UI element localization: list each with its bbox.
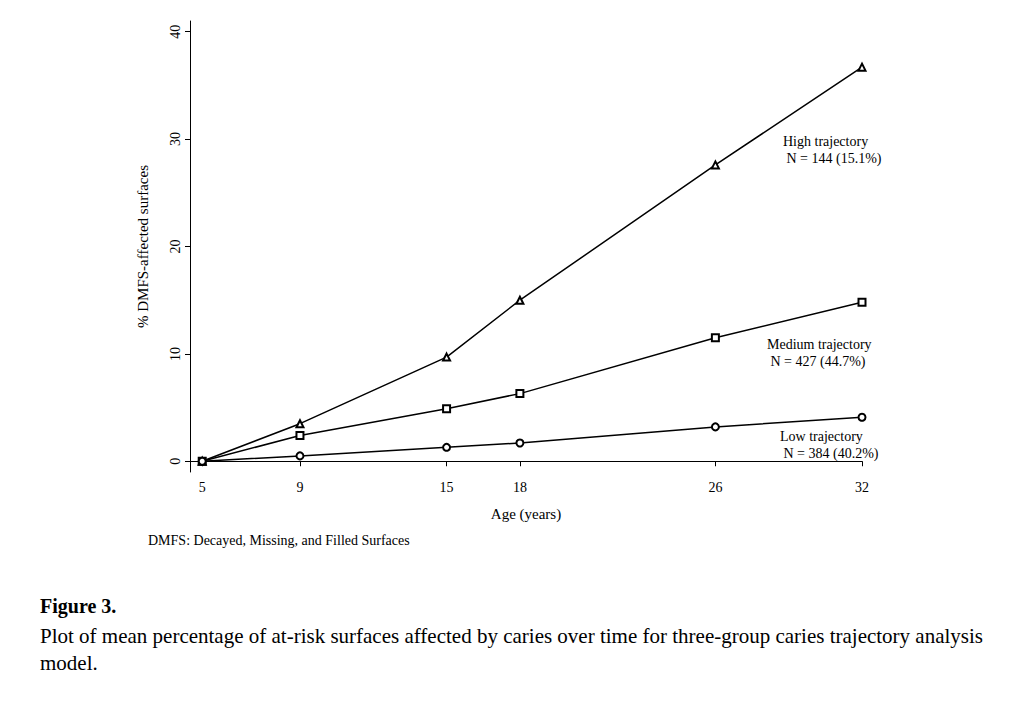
svg-text:10: 10: [168, 347, 183, 361]
svg-text:26: 26: [708, 480, 722, 495]
svg-text:model.: model.: [40, 651, 98, 675]
svg-text:Medium trajectory: Medium trajectory: [767, 337, 872, 352]
svg-text:0: 0: [168, 458, 183, 465]
svg-text:% DMFS-affected surfaces: % DMFS-affected surfaces: [135, 165, 151, 328]
svg-text:Figure 3.: Figure 3.: [40, 595, 116, 618]
svg-text:High trajectory: High trajectory: [783, 134, 868, 149]
svg-text:N = 144 (15.1%): N = 144 (15.1%): [783, 151, 882, 167]
svg-text:DMFS: Decayed, Missing, and Fi: DMFS: Decayed, Missing, and Filled Surfa…: [148, 533, 410, 548]
svg-text:32: 32: [855, 480, 869, 495]
svg-text:9: 9: [296, 480, 303, 495]
svg-text:N = 384 (40.2%): N = 384 (40.2%): [780, 446, 879, 462]
svg-text:Low trajectory: Low trajectory: [780, 429, 863, 444]
svg-text:5: 5: [199, 480, 206, 495]
svg-text:18: 18: [513, 480, 527, 495]
svg-text:40: 40: [168, 25, 183, 39]
svg-text:Plot of mean percentage of at-: Plot of mean percentage of at-risk surfa…: [40, 624, 988, 648]
svg-text:15: 15: [440, 480, 454, 495]
svg-text:30: 30: [168, 132, 183, 146]
svg-text:20: 20: [168, 240, 183, 254]
svg-text:N = 427 (44.7%): N = 427 (44.7%): [767, 354, 866, 370]
svg-text:Age (years): Age (years): [491, 506, 561, 523]
